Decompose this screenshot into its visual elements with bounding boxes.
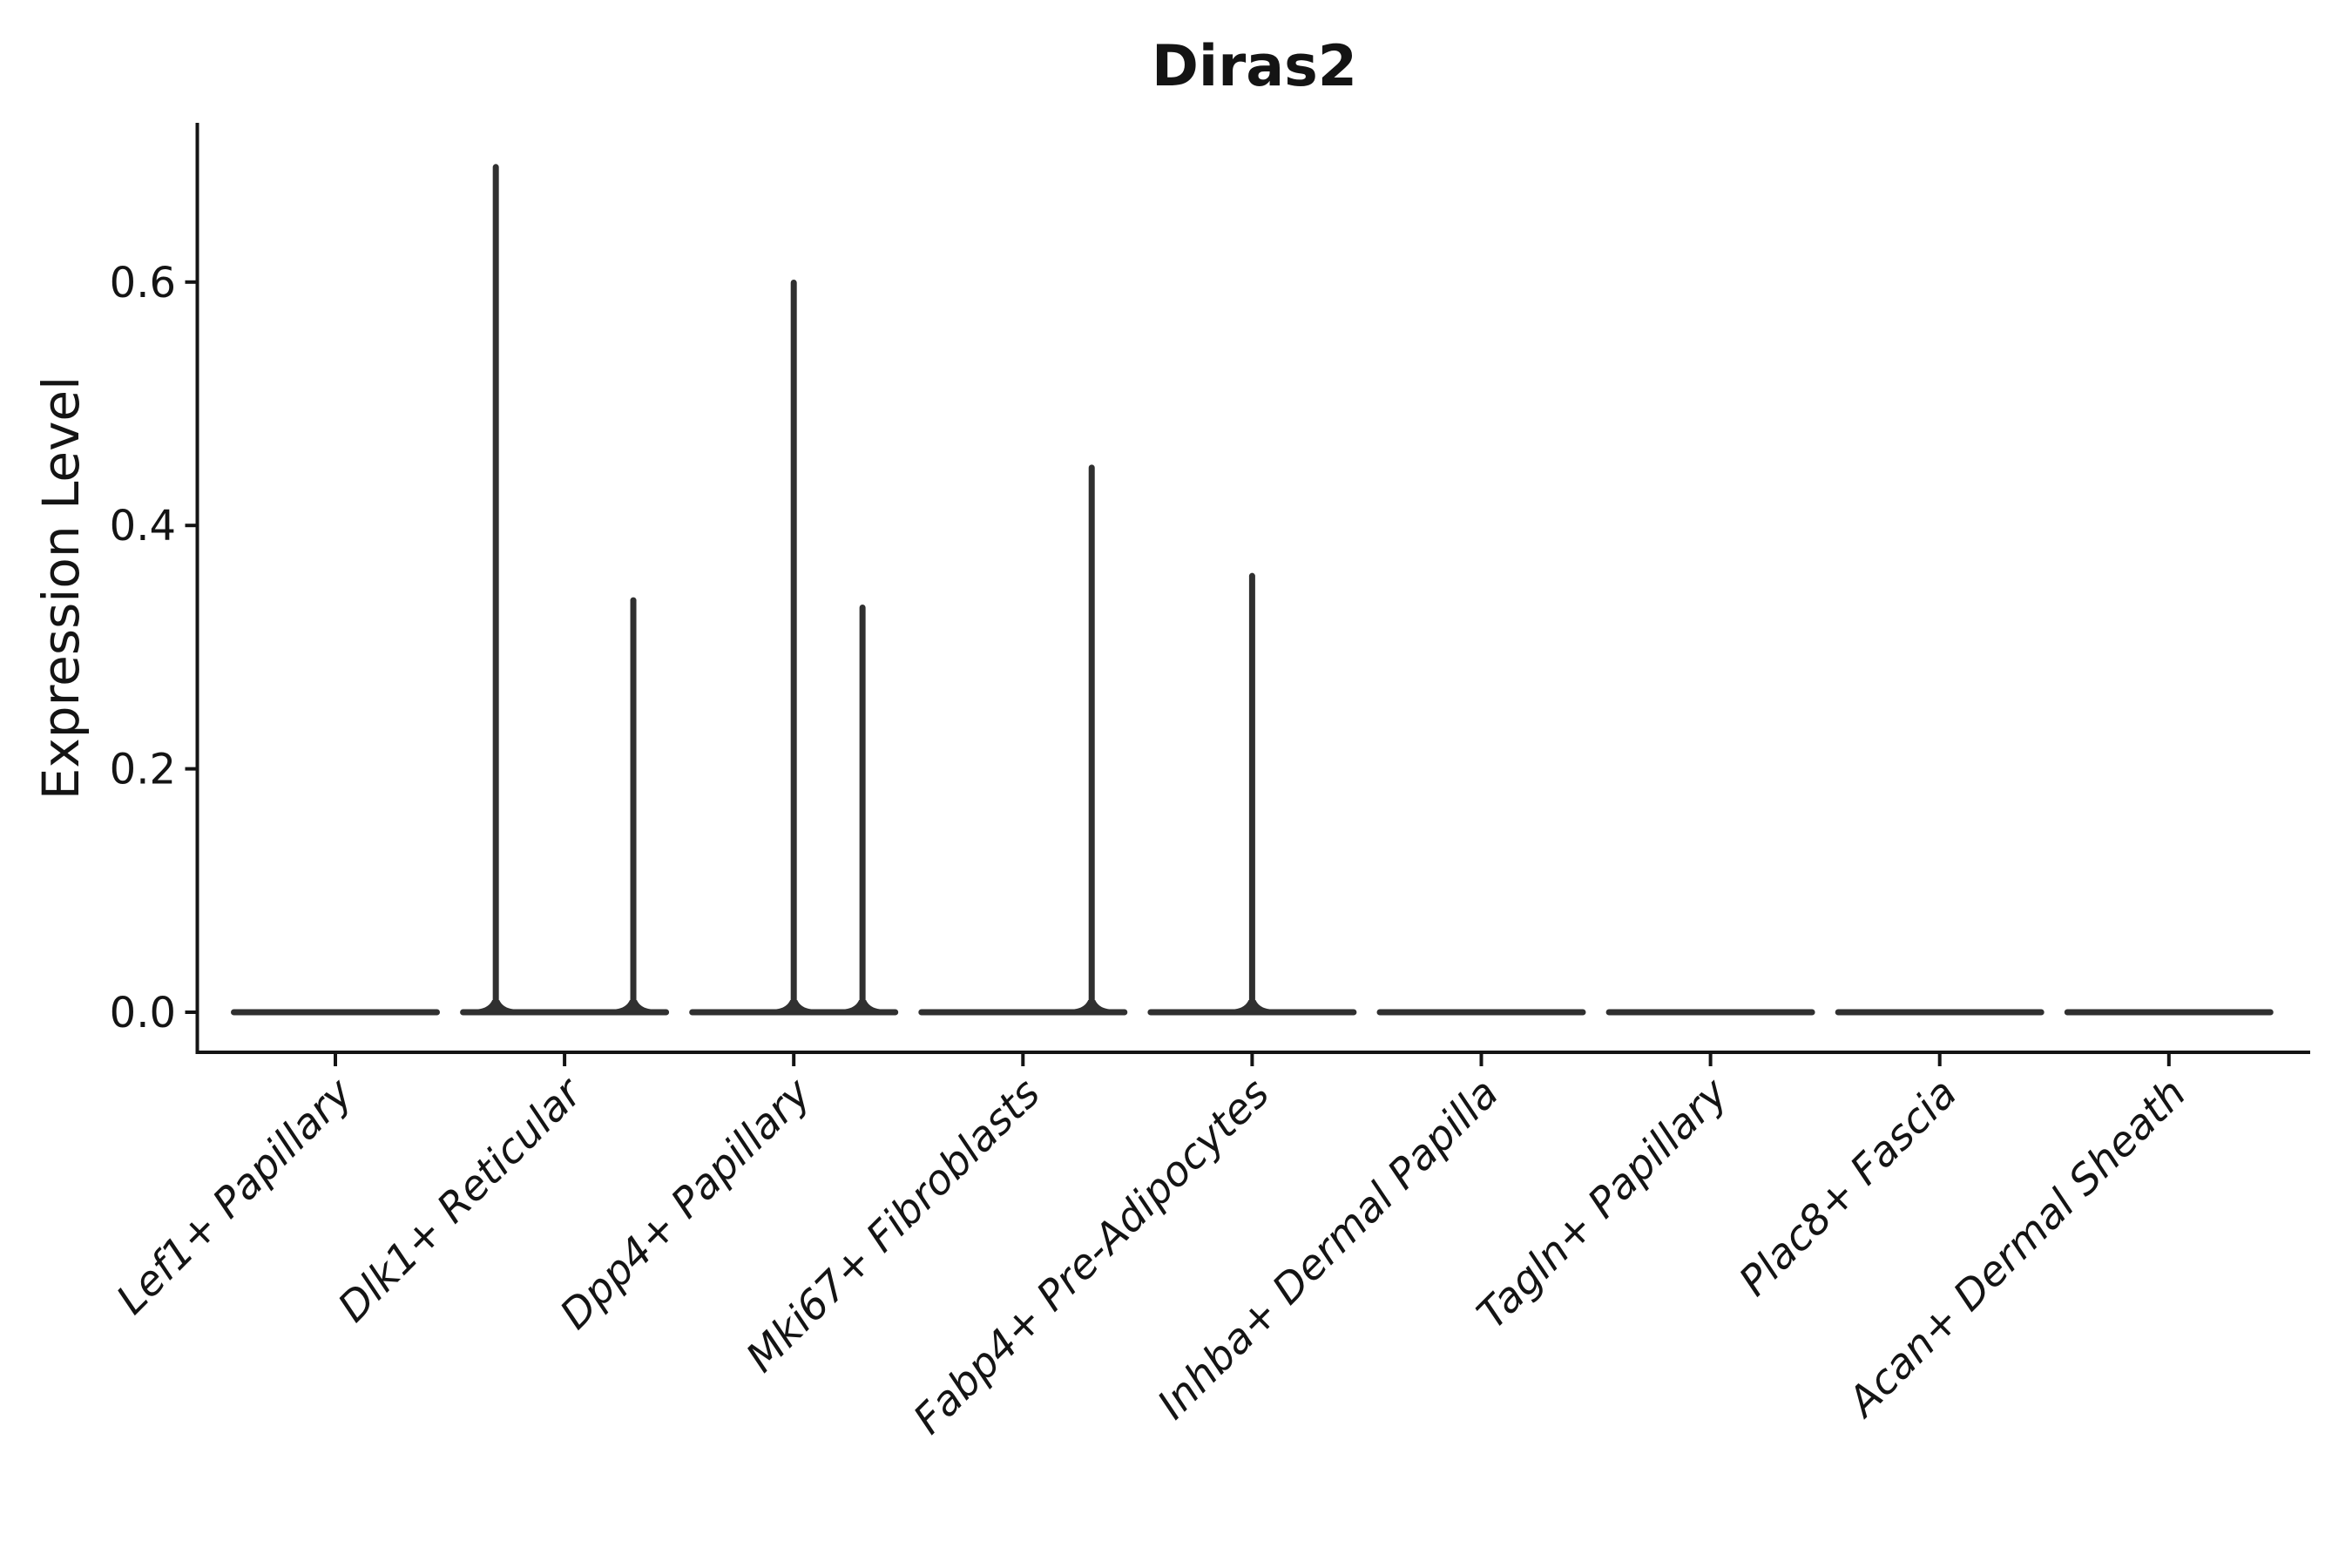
violin xyxy=(1376,1009,1586,1016)
violin-base xyxy=(1835,1009,2044,1016)
violin xyxy=(460,164,670,1016)
violin-spike xyxy=(790,280,797,1010)
y-axis-label: Expression Level xyxy=(31,376,91,800)
violin xyxy=(1605,1009,1815,1016)
violin xyxy=(689,280,899,1016)
ticks-layer xyxy=(185,280,2171,1066)
violin-base xyxy=(1605,1009,1815,1016)
chart-title: Diras2 xyxy=(1152,34,1357,99)
violin-base xyxy=(1376,1009,1586,1016)
violin-spike xyxy=(630,597,637,1010)
violin xyxy=(1147,572,1357,1016)
violin-spike xyxy=(492,164,499,1010)
y-tick-label: 0.2 xyxy=(110,746,176,794)
violin-base xyxy=(2064,1009,2274,1016)
violin-base xyxy=(231,1009,440,1016)
violin xyxy=(918,464,1128,1016)
violin xyxy=(231,1009,440,1016)
violin xyxy=(1835,1009,2044,1016)
violins-layer xyxy=(231,164,2274,1016)
y-tick-label: 0.4 xyxy=(110,502,176,551)
violin-spike xyxy=(1248,572,1255,1010)
y-tick-label: 0.0 xyxy=(110,989,176,1037)
violin xyxy=(2064,1009,2274,1016)
y-tick-label: 0.6 xyxy=(110,259,176,308)
violin-spike xyxy=(1088,464,1095,1010)
violin-spike xyxy=(859,605,866,1010)
